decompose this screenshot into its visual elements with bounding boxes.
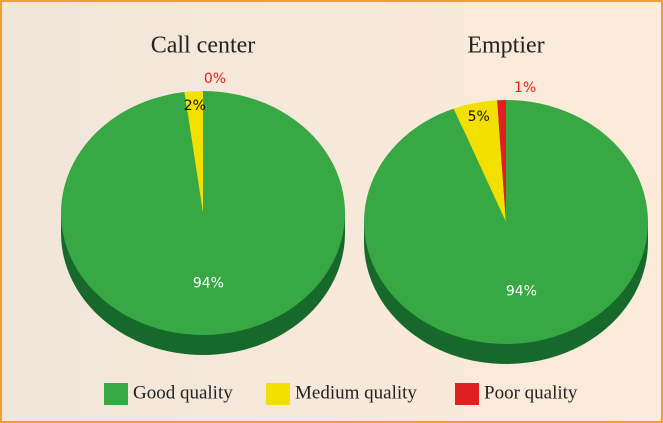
pie-slice [497, 100, 506, 222]
data-label: 0% [204, 71, 226, 87]
data-label: 94% [193, 276, 224, 292]
pie-slice [184, 91, 203, 213]
data-label: 5% [468, 109, 490, 125]
pie-slice [453, 100, 506, 222]
chart-title: Call center [151, 33, 256, 59]
pie-slice [60, 91, 345, 335]
legend-swatch [455, 383, 479, 405]
pie-slice [364, 100, 649, 345]
data-label: 1% [514, 80, 536, 96]
chart-title: Emptier [467, 33, 544, 59]
legend-label: Poor quality [484, 382, 578, 403]
data-label: 2% [184, 98, 206, 114]
legend-swatch [266, 383, 290, 405]
data-label: 94% [506, 284, 537, 300]
legend-label: Medium quality [295, 382, 417, 403]
legend-label: Good quality [133, 382, 233, 403]
legend-swatch [104, 383, 128, 405]
